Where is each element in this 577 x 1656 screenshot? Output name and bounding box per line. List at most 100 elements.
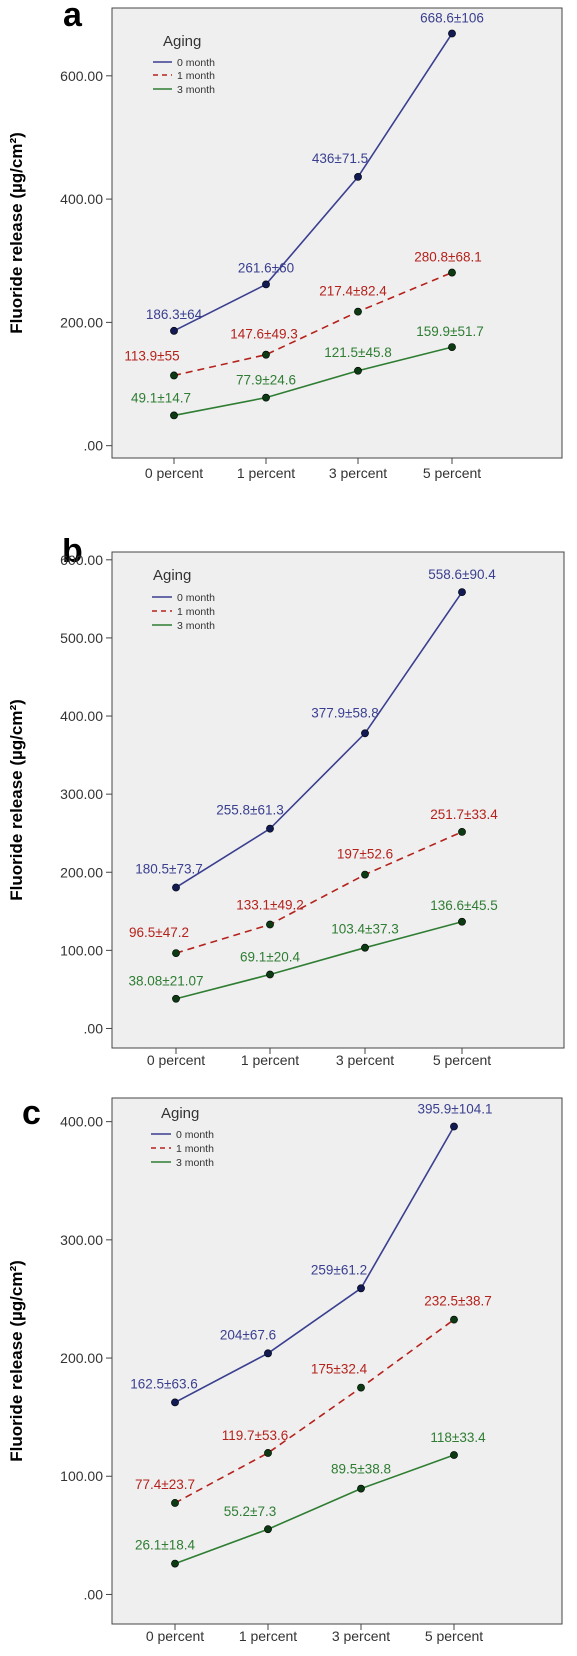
- data-point: [171, 1398, 179, 1407]
- data-label: 217.4±82.4: [319, 284, 387, 299]
- data-label: 103.4±37.3: [331, 922, 398, 937]
- data-point: [172, 883, 180, 892]
- data-label: 180.5±73.7: [135, 861, 202, 876]
- x-tick-label: 3 percent: [332, 1628, 390, 1644]
- fluoride-chart-a: a Fluoride release (µg/cm²) .00 200.00 400.0…: [7, 0, 563, 481]
- y-axis-label: Fluoride release (µg/cm²): [7, 1260, 26, 1462]
- data-point: [262, 393, 270, 402]
- data-label: 204±67.6: [220, 1327, 276, 1342]
- data-point: [172, 949, 180, 957]
- data-point: [266, 824, 274, 833]
- data-label: 69.1±20.4: [240, 949, 300, 964]
- data-point: [450, 1122, 458, 1131]
- y-tick-label: .00: [84, 438, 104, 454]
- y-tick-label: 100.00: [60, 1468, 103, 1484]
- data-label: 89.5±38.8: [331, 1462, 391, 1477]
- data-point: [172, 994, 180, 1003]
- legend-entry: 0 month: [177, 592, 215, 604]
- plot-area: [111, 7, 563, 459]
- panel-label-b: b: [62, 538, 83, 570]
- plot-area: [111, 551, 565, 1049]
- data-label: 77.4±23.7: [135, 1477, 195, 1492]
- data-point: [458, 917, 466, 926]
- legend-entry: 1 month: [176, 1143, 214, 1155]
- data-label: 377.9±58.8: [311, 705, 378, 720]
- data-point: [171, 1499, 179, 1507]
- data-label: 668.6±106: [420, 11, 484, 26]
- data-point: [448, 29, 456, 38]
- data-label: 436±71.5: [312, 151, 368, 166]
- data-label: 96.5±47.2: [129, 925, 189, 940]
- y-tick-label: 400.00: [60, 708, 103, 724]
- series-line-0-month: [173, 33, 453, 332]
- y-tick-label: 300.00: [60, 1232, 103, 1248]
- data-label: 232.5±38.7: [424, 1294, 491, 1309]
- data-point: [266, 920, 274, 929]
- data-label: 162.5±63.6: [130, 1376, 197, 1391]
- data-point: [450, 1451, 458, 1459]
- x-tick-label: 1 percent: [237, 465, 295, 481]
- legend-entry: 3 month: [176, 1157, 214, 1169]
- data-label: 251.7±33.4: [430, 807, 498, 822]
- data-point: [266, 970, 274, 979]
- data-point: [458, 827, 466, 836]
- data-point: [361, 870, 369, 879]
- data-label: 175±32.4: [311, 1362, 368, 1377]
- data-label: 133.1±49.2: [236, 898, 303, 913]
- y-tick-label: 200.00: [60, 1350, 103, 1366]
- data-label: 255.8±61.3: [216, 803, 283, 818]
- data-point: [448, 343, 456, 352]
- x-tick-label: 0 percent: [145, 465, 203, 481]
- chart-panel-c: c Fluoride release (µg/cm²) .00 100.00 200.0…: [0, 1096, 577, 1656]
- chart-panel-a: a Fluoride release (µg/cm²) .00 200.00 400.0…: [0, 0, 577, 510]
- data-point: [264, 1525, 272, 1534]
- x-tick-label: 1 percent: [241, 1052, 299, 1068]
- data-label: 395.9±104.1: [418, 1101, 493, 1116]
- legend-title: Aging: [163, 33, 201, 50]
- x-tick-label: 0 percent: [146, 1628, 204, 1644]
- x-tick-label: 5 percent: [425, 1628, 483, 1644]
- data-label: 121.5±45.8: [324, 345, 391, 360]
- series-line-1-month: [174, 1318, 455, 1504]
- data-point: [354, 307, 362, 316]
- data-label: 119.7±53.6: [222, 1428, 288, 1443]
- data-label: 197±52.6: [337, 847, 393, 862]
- data-point: [357, 1484, 365, 1493]
- data-point: [448, 268, 456, 277]
- series-line-3-month: [175, 921, 463, 1000]
- y-tick-label: 400.00: [60, 191, 103, 207]
- data-point: [171, 1559, 179, 1568]
- series-line-3-month: [174, 1454, 455, 1565]
- x-tick-label: 5 percent: [433, 1052, 491, 1068]
- data-point: [357, 1284, 365, 1293]
- y-tick-label: 300.00: [60, 786, 103, 802]
- data-label: 77.9±24.6: [236, 373, 296, 388]
- y-tick-label: .00: [84, 1020, 104, 1036]
- data-label: 26.1±18.4: [135, 1538, 195, 1553]
- x-tick-label: 3 percent: [329, 465, 387, 481]
- chart-panel-b: b Fluoride release (µg/cm²) .00 100.00 200.0…: [0, 538, 577, 1078]
- data-label: 136.6±45.5: [430, 898, 497, 913]
- legend-entry: 0 month: [177, 57, 215, 69]
- data-point: [262, 350, 270, 359]
- data-point: [361, 943, 369, 952]
- y-axis-label: Fluoride release (µg/cm²): [7, 699, 26, 901]
- y-tick-label: 200.00: [60, 864, 103, 880]
- data-label: 261.6±60: [238, 260, 294, 275]
- y-tick-label: 200.00: [60, 314, 103, 330]
- data-point: [354, 366, 362, 375]
- data-label: 259±61.2: [311, 1262, 367, 1277]
- series-line-1-month: [175, 831, 463, 954]
- legend-entry: 0 month: [176, 1129, 214, 1141]
- data-point: [170, 371, 178, 380]
- data-label: 49.1±14.7: [131, 390, 191, 405]
- data-label: 159.9±51.7: [416, 324, 483, 339]
- data-label: 280.8±68.1: [414, 250, 481, 265]
- data-point: [450, 1315, 458, 1324]
- data-point: [262, 280, 270, 289]
- series-line-1-month: [173, 271, 453, 377]
- plot-area: [111, 1097, 563, 1625]
- data-label: 147.6±49.3: [230, 327, 297, 342]
- x-tick-label: 0 percent: [147, 1052, 205, 1068]
- panel-label-a: a: [63, 0, 83, 34]
